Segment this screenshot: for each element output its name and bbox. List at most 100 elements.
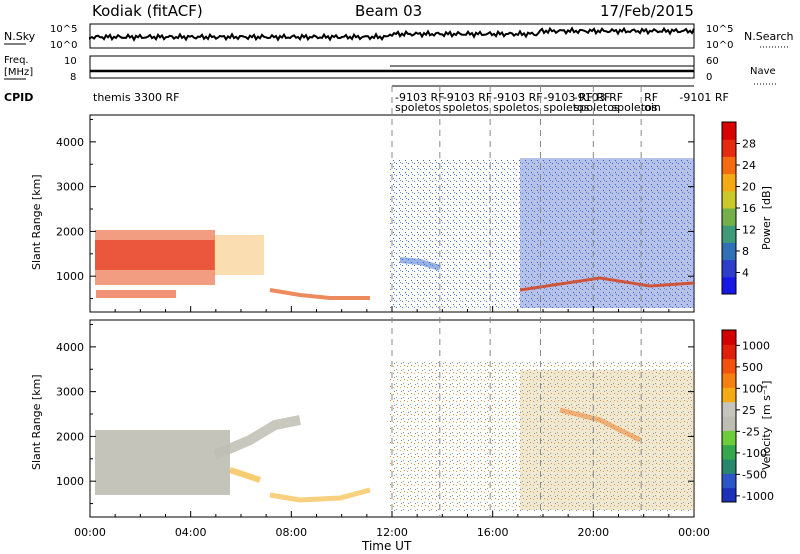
- power-y-tick-label: 3000: [56, 181, 84, 194]
- cpid-segment-label: -9103 RF: [443, 91, 492, 104]
- cpid-subsegment-label: spoletos: [611, 101, 657, 114]
- freq-right-tick-bottom: 0: [706, 72, 712, 83]
- power-y-tick-label: 1000: [56, 270, 84, 283]
- power-colorbar-title: Power [dB]: [760, 186, 773, 250]
- power-quantity: Power: [760, 216, 773, 250]
- velocity-colorbar-tick-label: -1000: [742, 490, 774, 503]
- cpid-divider-lines: [391, 86, 642, 517]
- velocity-y-axis: 1000 2000 3000 4000: [56, 323, 694, 505]
- velocity-colorbar-swatch: [722, 373, 736, 388]
- power-colorbar: 4 8 12 16 20 24 28: [721, 121, 756, 295]
- power-y-tick-label: 2000: [56, 225, 84, 238]
- x-tick-label: 16:00: [477, 526, 509, 539]
- nave-label: Nave: [750, 66, 776, 77]
- x-axis-label: Time UT: [361, 539, 412, 553]
- power-scatter-overlay: [95, 158, 695, 308]
- freq-left-tick-bottom: 8: [70, 72, 76, 83]
- power-colorbar-tick-label: 24: [742, 159, 756, 172]
- x-tick-label: 20:00: [577, 526, 609, 539]
- velocity-colorbar-swatch: [722, 416, 736, 431]
- velocity-y-tick-label: 1000: [56, 475, 84, 488]
- velocity-colorbar-tick-label: 1000: [742, 339, 770, 352]
- velocity-colorbar-swatch: [722, 444, 736, 460]
- power-colorbar-swatch: [722, 208, 736, 226]
- velocity-unit: [m s⁻¹]: [760, 381, 773, 420]
- velocity-quantity: Velocity: [760, 426, 773, 470]
- cpid-segment-label: -9103 RF: [493, 91, 542, 104]
- velocity-panel: 1000 2000 3000 4000 Slant Range [km] 1000 50…: [30, 319, 774, 518]
- nsky-frame: [89, 23, 695, 49]
- power-colorbar-swatch: [722, 139, 736, 157]
- nsky-left-tick-top: 10^5: [50, 24, 77, 35]
- power-colorbar-swatch: [722, 225, 736, 243]
- velocity-colorbar-tick-label: 100: [742, 382, 763, 395]
- x-tick-label: 04:00: [175, 526, 207, 539]
- freq-left-tick-top: 10: [64, 56, 77, 67]
- velocity-colorbar-swatch: [722, 459, 736, 474]
- power-colorbar-tick-label: 8: [742, 245, 749, 258]
- cpid-segment-label: -9101 RF: [679, 91, 728, 104]
- nsearch-label: N.Search: [744, 30, 794, 43]
- velocity-colorbar-swatch: [722, 344, 736, 360]
- cpid-segment-label: themis 3300 RF: [93, 91, 180, 104]
- power-colorbar-swatch: [722, 276, 736, 295]
- nsky-right-tick-bottom: 10^0: [706, 40, 733, 51]
- date-title: 17/Feb/2015: [600, 2, 694, 20]
- cpid-strip: CPID themis 3300 RF -9103 RF-9103 RF -9103…: [4, 85, 729, 114]
- velocity-colorbar-tick-label: 25: [742, 404, 756, 417]
- x-tick-label: 12:00: [376, 526, 408, 539]
- nsky-strip: N.Sky 10^5 10^0 10^5 10^0 N.Search: [4, 23, 794, 51]
- power-panel: 1000 2000 3000 4000 Slant Range [km] 4 8 12 16…: [30, 114, 773, 313]
- nsky-left-tick-bottom: 10^0: [50, 40, 77, 51]
- x-tick-label: 00:00: [678, 526, 710, 539]
- power-colorbar-tick-label: 28: [742, 138, 756, 151]
- velocity-colorbar-swatch: [722, 358, 736, 374]
- x-tick-label: 08:00: [275, 526, 307, 539]
- velocity-colorbar-swatch: [722, 430, 736, 446]
- velocity-y-tick-label: 2000: [56, 430, 84, 443]
- power-colorbar-tick-label: 12: [742, 224, 756, 237]
- power-colorbar-swatch: [722, 259, 736, 278]
- freq-unit: [MHz]: [4, 67, 33, 78]
- cpid-subsegment-label: spoletos: [543, 101, 589, 114]
- freq-strip: Freq. [MHz] 10 8 60 0 Nave: [4, 55, 778, 85]
- cpid-subsegment-label: spoletos: [443, 101, 489, 114]
- cpid-label: CPID: [4, 91, 33, 104]
- velocity-colorbar-swatch: [722, 401, 736, 417]
- nsky-trace: [89, 26, 695, 42]
- power-ylabel: Slant Range [km]: [30, 174, 43, 270]
- cpid-segment-label: -9103 RF: [543, 91, 592, 104]
- cpid-subsegment-label: oin: [644, 101, 661, 114]
- power-colorbar-swatch: [722, 190, 736, 209]
- nsky-label: N.Sky: [4, 30, 36, 43]
- power-unit: [dB]: [760, 186, 773, 209]
- velocity-colorbar-tick-label: -500: [742, 468, 767, 481]
- cpid-segment-label: RF: [644, 91, 658, 104]
- velocity-colorbar-tick-label: -25: [742, 425, 760, 438]
- power-y-axis: 1000 2000 3000 4000: [56, 118, 694, 300]
- velocity-colorbar-tick-label: 500: [742, 361, 763, 374]
- cpid-segment-label: -9103 RF: [395, 91, 444, 104]
- freq-label: Freq.: [4, 55, 29, 66]
- velocity-y-tick-label: 3000: [56, 386, 84, 399]
- velocity-colorbar-title: Velocity [m s⁻¹]: [760, 381, 773, 470]
- cpid-segment-label: RF: [596, 91, 610, 104]
- cpid-subsegment-label: spoletos: [574, 101, 620, 114]
- power-y-tick-label: 4000: [56, 136, 84, 149]
- velocity-colorbar-swatch: [722, 487, 736, 503]
- cpid-subsegment-label: spoletos: [493, 101, 539, 114]
- velocity-colorbar-tick-label: -100: [742, 447, 767, 460]
- velocity-scatter-overlay: [95, 362, 694, 512]
- velocity-colorbar: 1000 500 100 25 -25 -100 -500 -1000: [721, 329, 774, 503]
- power-colorbar-tick-label: 4: [742, 267, 749, 280]
- freq-right-tick-top: 60: [706, 56, 719, 67]
- velocity-colorbar-swatch: [722, 330, 736, 345]
- time-x-axis: 00:00 04:00 08:00 12:00 16:00 20:00 00:00: [74, 306, 710, 539]
- velocity-colorbar-swatch: [722, 473, 736, 489]
- cpid-segment-label: -9103 RF: [574, 91, 623, 104]
- freq-frame: [89, 55, 695, 79]
- nsky-right-tick-top: 10^5: [706, 24, 733, 35]
- power-colorbar-tick-label: 20: [742, 181, 756, 194]
- cpid-subsegment-label: spoletos: [395, 101, 441, 114]
- velocity-colorbar-swatch: [722, 387, 736, 403]
